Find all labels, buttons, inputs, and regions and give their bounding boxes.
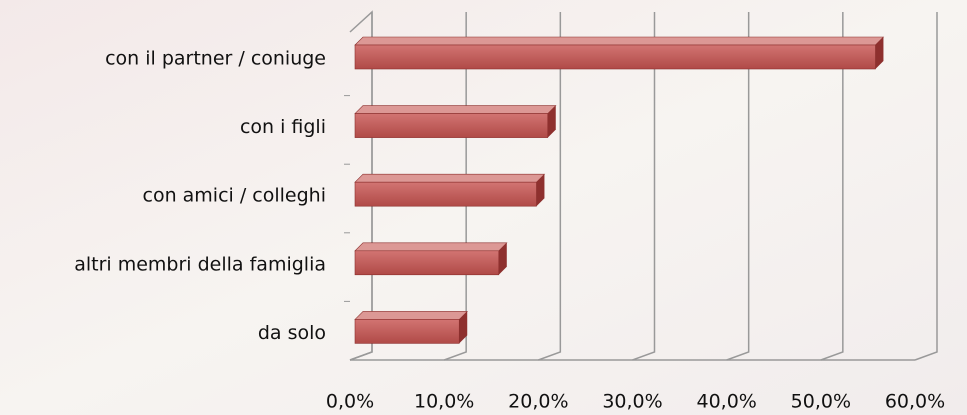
bar-top <box>355 37 883 45</box>
y-tick-label: altri membri della famiglia <box>74 253 326 275</box>
y-tick-label: con amici / colleghi <box>143 185 327 207</box>
bar-front <box>355 182 536 206</box>
y-tick-label: con i figli <box>240 116 326 138</box>
bar-front <box>355 114 548 138</box>
x-tick-label: 50,0% <box>791 391 851 413</box>
bar-top <box>355 106 556 114</box>
bar-top <box>355 174 544 182</box>
bar <box>355 37 883 69</box>
bar-front <box>355 319 459 343</box>
x-tick-label: 10,0% <box>414 391 474 413</box>
x-tick-label: 40,0% <box>696 391 756 413</box>
bar-top <box>355 243 507 251</box>
bar-top <box>355 311 467 319</box>
x-tick-label: 30,0% <box>602 391 662 413</box>
bar <box>355 311 467 343</box>
bar <box>355 106 556 138</box>
bar-front <box>355 251 499 275</box>
x-tick-label: 0,0% <box>326 391 374 413</box>
y-tick-label: da solo <box>258 322 326 344</box>
bar <box>355 243 507 275</box>
chart: 0,0% 10,0% 20,0% 30,0% 40,0% 50,0% 60,0% con il… <box>0 0 967 415</box>
y-tick-label: con il partner / coniuge <box>105 48 326 70</box>
bar <box>355 174 544 206</box>
page: {"chart_data": {"type": "bar", "orientat… <box>0 0 967 415</box>
x-tick-label: 60,0% <box>885 391 945 413</box>
x-tick-label: 20,0% <box>508 391 568 413</box>
bar-front <box>355 45 875 69</box>
